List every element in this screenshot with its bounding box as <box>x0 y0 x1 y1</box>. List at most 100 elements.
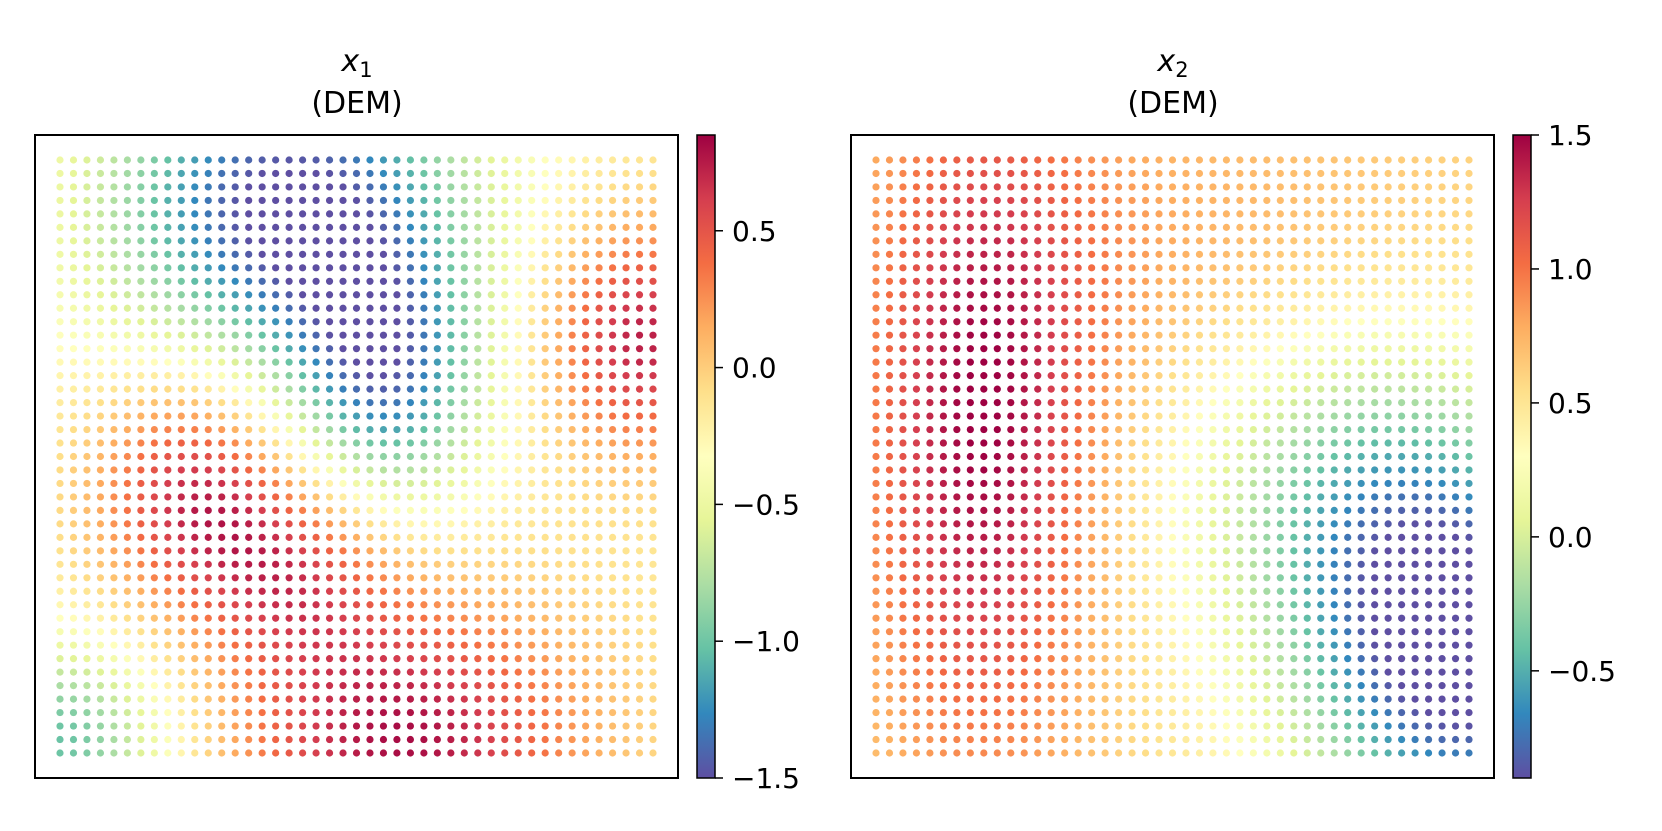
scatter-point <box>1303 722 1311 730</box>
scatter-point <box>474 614 482 622</box>
scatter-point <box>1101 520 1109 528</box>
scatter-point <box>1371 345 1379 353</box>
scatter-point <box>420 560 428 568</box>
scatter-point <box>1451 682 1460 690</box>
scatter-point <box>272 439 280 447</box>
scatter-point <box>123 223 131 231</box>
scatter-point <box>635 452 644 461</box>
scatter-point <box>1424 466 1433 474</box>
scatter-point <box>568 250 576 258</box>
scatter-point <box>312 668 320 676</box>
scatter-point <box>1128 614 1136 622</box>
scatter-point <box>1101 425 1109 434</box>
scatter-point <box>1061 506 1069 515</box>
scatter-point <box>912 533 921 541</box>
scatter-point <box>285 452 293 461</box>
scatter-point <box>899 318 907 326</box>
scatter-point <box>366 291 374 299</box>
scatter-point <box>447 533 455 541</box>
scatter-point <box>1209 655 1217 663</box>
scatter-point <box>1034 722 1042 730</box>
scatter-point <box>366 210 374 218</box>
scatter-point <box>1465 628 1473 636</box>
scatter-point <box>1357 237 1365 245</box>
scatter-point <box>1074 655 1082 663</box>
scatter-point <box>966 291 974 299</box>
scatter-point <box>1168 345 1177 353</box>
scatter-point <box>1047 318 1055 326</box>
scatter-point <box>420 628 428 636</box>
scatter-point <box>218 250 226 258</box>
scatter-point <box>1209 385 1217 393</box>
scatter-point <box>1465 156 1473 164</box>
scatter-point <box>622 210 630 218</box>
scatter-point <box>1411 439 1419 447</box>
scatter-point <box>1061 749 1069 757</box>
scatter-point <box>993 277 1001 285</box>
scatter-point <box>1371 722 1379 730</box>
scatter-point <box>69 668 78 676</box>
scatter-point <box>1007 331 1015 339</box>
scatter-point <box>96 277 105 285</box>
scatter-point <box>298 547 307 555</box>
scatter-point <box>926 398 934 407</box>
scatter-point <box>83 358 91 366</box>
scatter-point <box>285 749 293 757</box>
scatter-point <box>56 412 64 420</box>
scatter-point <box>379 695 388 703</box>
scatter-point <box>1195 628 1204 636</box>
scatter-point <box>245 682 253 690</box>
scatter-point <box>406 183 415 191</box>
scatter-point <box>872 291 880 299</box>
scatter-point <box>1344 708 1352 717</box>
scatter-point <box>1290 641 1298 649</box>
scatter-point <box>1209 412 1217 420</box>
scatter-point <box>595 547 603 555</box>
scatter-point <box>582 223 590 231</box>
scatter-point <box>69 412 78 420</box>
scatter-point <box>595 587 603 595</box>
scatter-point <box>608 250 617 258</box>
scatter-point <box>1155 533 1163 541</box>
scatter-point <box>1155 574 1163 582</box>
scatter-point <box>980 479 988 488</box>
scatter-point <box>980 506 988 515</box>
scatter-point <box>137 398 145 407</box>
scatter-point <box>487 708 495 717</box>
scatter-point <box>1195 547 1204 555</box>
scatter-point <box>1371 466 1379 474</box>
scatter-point <box>885 372 894 380</box>
scatter-point <box>218 291 226 299</box>
scatter-point <box>966 439 974 447</box>
scatter-point <box>1411 628 1419 636</box>
scatter-point <box>487 250 495 258</box>
scatter-point <box>96 372 105 380</box>
scatter-point <box>1182 345 1190 353</box>
scatter-point <box>568 628 576 636</box>
panel-2-title-sub: 2 <box>1175 58 1188 82</box>
scatter-point <box>1222 345 1231 353</box>
scatter-point <box>1034 506 1042 515</box>
scatter-point <box>541 452 549 461</box>
colorbar-tick-label: 0.0 <box>1548 521 1593 554</box>
scatter-point <box>568 587 576 595</box>
scatter-point <box>1182 520 1190 528</box>
scatter-point <box>1371 479 1379 488</box>
scatter-point <box>487 735 495 744</box>
scatter-point <box>1114 466 1123 474</box>
scatter-point <box>1222 439 1231 447</box>
scatter-point <box>298 735 307 744</box>
scatter-point <box>285 735 293 744</box>
scatter-point <box>1168 520 1177 528</box>
scatter-point <box>177 398 185 407</box>
scatter-point <box>1074 533 1082 541</box>
scatter-point <box>258 183 266 191</box>
scatter-point <box>1236 614 1244 622</box>
scatter-point <box>608 533 617 541</box>
scatter-point <box>272 479 280 488</box>
scatter-point <box>1249 439 1257 447</box>
scatter-point <box>595 331 603 339</box>
scatter-point <box>191 735 199 744</box>
scatter-point <box>966 479 974 488</box>
scatter-point <box>885 439 894 447</box>
